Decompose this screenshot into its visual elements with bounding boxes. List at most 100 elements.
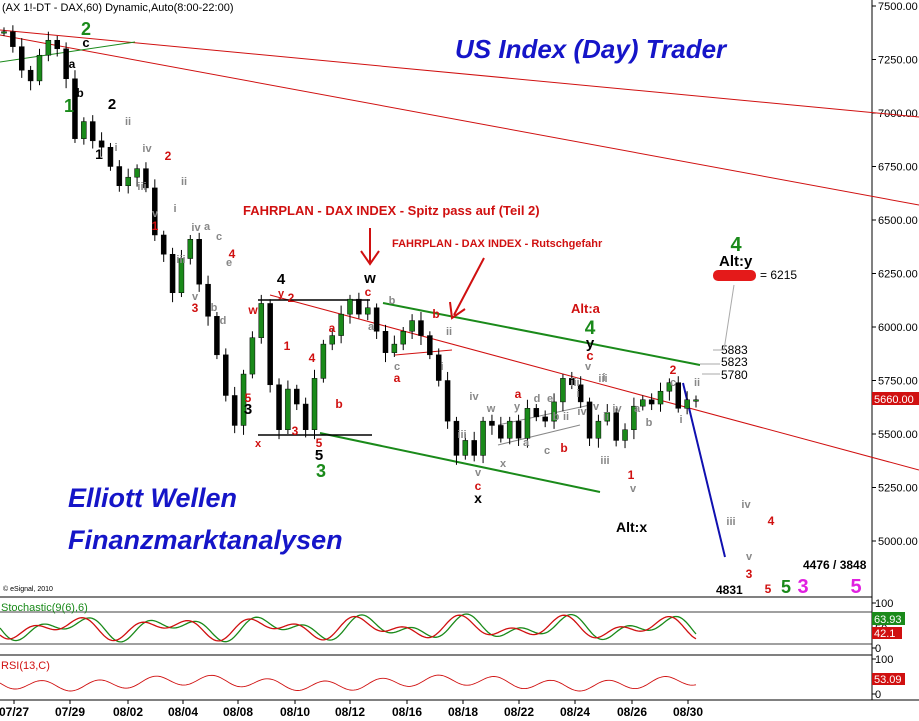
candle-body xyxy=(347,298,353,315)
candle-body xyxy=(577,384,584,403)
candle-body xyxy=(223,354,229,396)
candle-body xyxy=(586,401,593,439)
wave-label: ii xyxy=(694,377,700,389)
candle-body xyxy=(196,239,202,285)
wave-label: c xyxy=(475,479,482,493)
candle-body xyxy=(489,420,495,426)
candle-body xyxy=(462,440,469,456)
rsi-series xyxy=(0,674,697,692)
x-tick-label: 08/04 xyxy=(168,705,198,719)
wave-label: 2 xyxy=(670,363,677,377)
wave-label: 5 xyxy=(315,447,323,464)
x-tick-label: 08/10 xyxy=(280,705,310,719)
candle-body xyxy=(27,69,34,82)
candle-body xyxy=(631,405,637,430)
fahrplan-1: FAHRPLAN - DAX INDEX - Spitz pass auf (T… xyxy=(243,203,540,218)
wave-label: v xyxy=(475,467,482,479)
candle-body xyxy=(560,378,566,403)
grey-bracket xyxy=(700,284,735,375)
candle-body xyxy=(533,408,540,418)
trend-line xyxy=(0,34,919,206)
candle-body xyxy=(214,316,220,356)
candle-body xyxy=(391,343,398,353)
wave-label: w xyxy=(247,303,258,317)
candle-body xyxy=(10,31,16,47)
copyright: © eSignal, 2010 xyxy=(3,585,53,593)
banner-line1: Elliott Wellen xyxy=(68,483,237,513)
stoch-title: Stochastic(9(6),6) xyxy=(1,602,88,614)
candles xyxy=(1,25,699,465)
candle-body xyxy=(506,420,513,439)
wave-label: a xyxy=(368,321,375,333)
candle-body xyxy=(604,412,611,422)
rsi-title: RSI(13,C) xyxy=(1,660,50,672)
wave-label: 1 xyxy=(284,339,291,353)
candle-body xyxy=(116,166,123,187)
wave-label: v xyxy=(192,291,199,303)
rsi-tick-label: 0 xyxy=(875,689,881,701)
price-axis: 5000.00 5250.00 5500.00 5750.00 6000.00 6250.… xyxy=(872,1,918,548)
candle-body xyxy=(276,384,282,430)
wave-label: c xyxy=(586,348,593,363)
level-5883: 5883 xyxy=(721,343,748,357)
candle-body xyxy=(622,429,628,441)
candle-body xyxy=(134,168,140,178)
x-tick-label: 07/27 xyxy=(0,705,29,719)
wave-label: 5 xyxy=(245,391,252,405)
candle-body xyxy=(1,31,7,34)
y-tick-label: 7500.00 xyxy=(878,1,918,13)
candle-body xyxy=(205,283,211,317)
level-5823: 5823 xyxy=(721,355,748,369)
candle-body xyxy=(107,146,114,167)
wave-label: 3 xyxy=(244,401,252,418)
x-tick-label: 08/22 xyxy=(504,705,534,719)
stoch-red-value: 42.1 xyxy=(874,628,895,640)
candle-body xyxy=(595,420,602,439)
candle-body xyxy=(613,412,619,441)
wave-label: ii xyxy=(603,411,609,423)
stoch-green-value: 63.93 xyxy=(874,614,902,626)
candle-body xyxy=(178,258,185,294)
candle-body xyxy=(285,388,291,430)
wave-label: y xyxy=(514,401,521,413)
level-4476-3848: 4476 / 3848 xyxy=(803,558,867,572)
wave-label: e xyxy=(547,393,553,405)
wave-label: a xyxy=(634,403,641,415)
candle-body xyxy=(143,168,149,189)
wave-label: 4 xyxy=(277,271,286,288)
last-price: 5660.00 xyxy=(874,394,914,406)
candle-body xyxy=(693,399,699,402)
wave-label: 4 xyxy=(768,514,775,528)
wave-label: iii xyxy=(137,181,146,193)
wave-label: c xyxy=(544,445,550,457)
wave-label: ii xyxy=(563,411,569,423)
wave-label: ii xyxy=(446,326,452,338)
level-4831: 4831 xyxy=(716,583,743,597)
wave-label: i xyxy=(679,414,682,426)
wave-label: b xyxy=(211,302,218,314)
candle-body xyxy=(524,408,531,439)
rsi-value-box xyxy=(872,673,905,685)
candle-body xyxy=(648,399,655,405)
candle-body xyxy=(160,234,167,255)
wave-label: x xyxy=(474,490,482,506)
price-panel xyxy=(0,0,872,596)
stoch-red-box xyxy=(872,627,902,639)
candle-body xyxy=(311,378,318,430)
candle-body xyxy=(72,78,78,139)
candle-body xyxy=(258,303,265,338)
candle-body xyxy=(373,307,380,332)
candle-body xyxy=(418,320,424,336)
wave-label: 5 xyxy=(781,577,791,597)
wave-label: v xyxy=(746,551,753,563)
wave-label: v xyxy=(630,483,637,495)
wave-label: 2 xyxy=(108,96,116,113)
candle-body xyxy=(666,382,673,392)
wave-label: iv xyxy=(469,391,479,403)
stoch-green-box xyxy=(872,612,905,625)
candle-body xyxy=(364,307,371,315)
trend-line xyxy=(394,349,453,356)
candle-body xyxy=(249,337,256,375)
candle-body xyxy=(98,140,105,148)
